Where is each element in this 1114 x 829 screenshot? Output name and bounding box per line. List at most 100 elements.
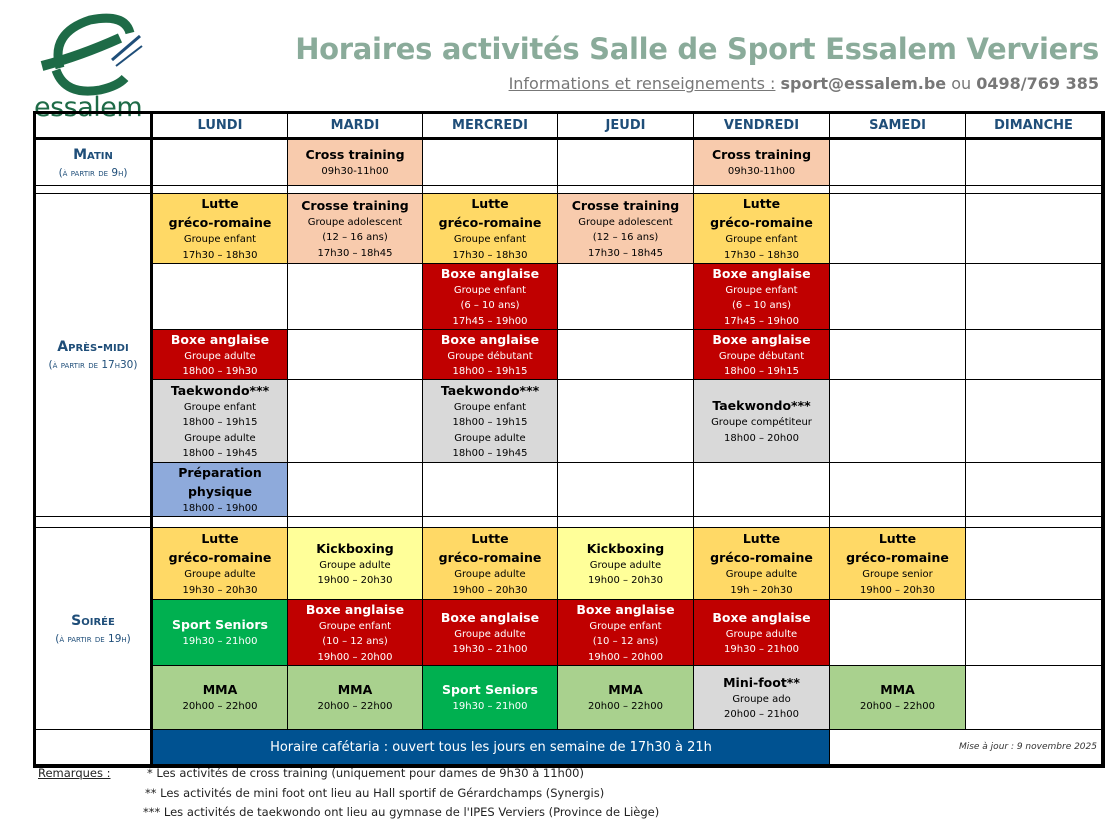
- empty-cell: [966, 380, 1102, 463]
- activity-title: MMA: [608, 682, 643, 698]
- activity-cell: Lutte gréco-romaine Groupe adulte 19h00 – 2…: [423, 528, 558, 600]
- activity-detail: Groupe adulte: [454, 569, 526, 580]
- activity-detail: 17h30 – 18h30: [452, 249, 528, 261]
- activity-detail: 20h00 – 22h00: [860, 701, 935, 713]
- activity-cell: Lutte gréco-romaine Groupe adulte 19h – 20h…: [694, 528, 830, 600]
- activity-cell: Sport Seniors 19h30 – 21h00: [153, 600, 288, 666]
- activity-title: gréco-romaine: [710, 550, 813, 565]
- empty-cell: [288, 330, 423, 380]
- remark-item: ** Les activités de mini foot ont lieu a…: [145, 786, 605, 800]
- day-label: LUNDI: [197, 118, 243, 133]
- activity-detail: Groupe enfant: [453, 234, 527, 245]
- activity-title: Lutte: [878, 531, 917, 546]
- activity-title: Mini-foot**: [723, 674, 800, 690]
- activity-detail: 20h00 – 21h00: [724, 709, 799, 720]
- activity-detail: (10 – 12 ans): [322, 636, 388, 648]
- empty-cell: [558, 330, 694, 380]
- empty-cell: [966, 330, 1102, 380]
- activity-detail: (6 – 10 ans): [731, 300, 792, 312]
- activity-detail: 19h00 – 20h00: [317, 651, 393, 663]
- activity-cell: Lutte gréco-romaine Groupe enfant 17h30 – 1…: [423, 194, 558, 264]
- activity-detail: 19h – 20h30: [730, 584, 793, 596]
- activity-title: MMA: [880, 682, 915, 698]
- activity-title: Taekwondo***: [440, 382, 540, 398]
- activity-title: Boxe anglaise: [712, 265, 811, 281]
- empty-cell: [830, 330, 966, 380]
- activity-detail: Groupe débutant: [718, 350, 805, 362]
- empty-cell: [966, 666, 1102, 730]
- activity-detail: Groupe adolescent: [307, 216, 403, 228]
- page-title: Horaires activités Salle de Sport Essale…: [295, 32, 1099, 66]
- activity-detail: 19h30 – 21h00: [452, 644, 528, 655]
- day-header-6: DIMANCHE: [966, 114, 1102, 140]
- activity-detail: 18h00 – 20h00: [724, 432, 799, 444]
- remark-item: * Les activités de cross training (uniqu…: [147, 766, 584, 780]
- gap-cell: [830, 517, 966, 528]
- period-0: Matin (à partir de 9h): [36, 140, 153, 186]
- activity-detail: Groupe enfant: [725, 284, 798, 296]
- remark-item: *** Les activités de taekwondo ont lieu …: [143, 805, 660, 819]
- activity-detail: Groupe enfant: [453, 401, 527, 413]
- activity-title: Boxe anglaise: [440, 331, 540, 347]
- activity-title: gréco-romaine: [438, 550, 542, 565]
- activity-detail: Groupe enfant: [183, 401, 257, 413]
- activity-detail: 19h30 – 21h00: [724, 644, 799, 655]
- gap-cell: [966, 517, 1102, 528]
- day-label: DIMANCHE: [994, 118, 1073, 133]
- logo-text: essalem: [34, 92, 143, 123]
- essalem-logo-icon: [40, 13, 143, 96]
- activity-title: Cross training: [305, 147, 405, 163]
- activity-detail: Groupe adulte: [725, 569, 798, 580]
- activity-cell: Kickboxing Groupe adulte 19h00 – 20h30: [558, 528, 694, 600]
- day-header-1: MARDI: [288, 114, 423, 140]
- activity-title: MMA: [202, 682, 238, 698]
- activity-cell: Boxe anglaise Groupe enfant (10 – 12 ans) 1…: [288, 600, 423, 666]
- gap-cell: [288, 186, 423, 194]
- empty-cell: [558, 463, 694, 517]
- activity-detail: 20h00 – 22h00: [182, 701, 258, 713]
- activity-detail: Groupe adulte: [454, 432, 526, 444]
- activity-title: Préparation: [178, 464, 262, 480]
- activity-detail: (6 – 10 ans): [460, 300, 520, 312]
- activity-cell: Boxe anglaise Groupe enfant (10 – 12 ans) 1…: [558, 600, 694, 666]
- empty-cell: [966, 463, 1102, 517]
- activity-detail: Groupe adolescent: [578, 216, 673, 228]
- activity-detail: 19h30 – 21h00: [452, 701, 528, 713]
- activity-detail: 17h30 – 18h30: [724, 249, 799, 261]
- activity-detail: Groupe enfant: [183, 234, 257, 245]
- empty-cell: [830, 194, 966, 264]
- empty-cell: [830, 140, 966, 186]
- activity-detail: Groupe adulte: [184, 569, 256, 580]
- activity-cell: Kickboxing Groupe adulte 19h00 – 20h30: [288, 528, 423, 600]
- activity-detail: Groupe débutant: [447, 350, 533, 362]
- activity-cell: Taekwondo*** Groupe enfant 18h00 – 19h15 Gr…: [153, 380, 288, 463]
- day-header-2: MERCREDI: [423, 114, 558, 140]
- day-label: MARDI: [330, 118, 380, 133]
- day-header-4: VENDREDI: [694, 114, 830, 140]
- activity-cell: Boxe anglaise Groupe débutant 18h00 – 19h1…: [694, 330, 830, 380]
- activity-cell: Sport Seniors 19h30 – 21h00: [423, 666, 558, 730]
- activity-detail: 18h00 – 19h15: [452, 417, 528, 428]
- period-title: Soirée: [71, 612, 115, 629]
- activity-title: Crosse training: [571, 197, 680, 213]
- email-link[interactable]: sport@essalem.be: [780, 74, 947, 93]
- gap-cell: [36, 517, 153, 528]
- day-label: JEUDI: [605, 118, 646, 133]
- empty-cell: [830, 463, 966, 517]
- gap-cell: [423, 186, 558, 194]
- gap-cell: [966, 186, 1102, 194]
- activity-detail: Groupe enfant: [589, 620, 662, 632]
- activity-cell: Cross training 09h30-11h00: [288, 140, 423, 186]
- empty-cell: [966, 140, 1102, 186]
- activity-title: Boxe anglaise: [712, 609, 811, 625]
- gap-cell: [694, 186, 830, 194]
- activity-title: Crosse training: [301, 197, 409, 213]
- gap-cell: [830, 186, 966, 194]
- activity-cell: MMA 20h00 – 22h00: [288, 666, 423, 730]
- empty-cell: [423, 140, 558, 186]
- activity-title: MMA: [337, 682, 373, 698]
- empty-cell: [423, 463, 558, 517]
- activity-detail: 18h00 – 19h00: [182, 502, 258, 514]
- activity-title: Sport Seniors: [172, 617, 268, 633]
- activity-detail: Groupe enfant: [453, 284, 527, 296]
